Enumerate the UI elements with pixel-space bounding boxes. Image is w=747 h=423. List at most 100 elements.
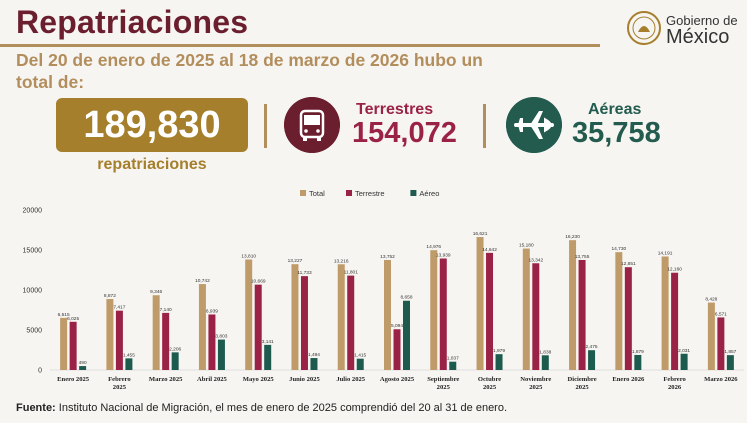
bar-value-label: 8,872 — [104, 293, 116, 299]
bar-value-label: 14,976 — [426, 244, 441, 250]
bar-value-label: 15,180 — [519, 243, 534, 249]
bar-value-label: 13,755 — [575, 254, 590, 260]
bar-value-label: 3,803 — [215, 334, 227, 340]
bar-value-label: 13,939 — [436, 252, 451, 258]
bar-value-label: 10,742 — [195, 278, 210, 284]
x-tick-label: 2026 — [668, 384, 682, 391]
x-tick-label: Enero 2025 — [57, 376, 90, 383]
source-label: Fuente: — [16, 402, 56, 414]
bar-terrestre — [347, 275, 355, 370]
x-tick-label: Febrero — [108, 376, 131, 383]
bar-value-label: 16,230 — [565, 234, 580, 240]
x-tick-label: Enero 2026 — [612, 376, 645, 383]
y-tick-label: 20000 — [23, 208, 43, 215]
bar-value-label: 12,851 — [621, 261, 636, 267]
summary-divider — [264, 104, 267, 148]
legend-swatch — [410, 190, 417, 196]
bar-value-label: 1,979 — [493, 348, 505, 354]
total-repatriaciones-value: 189,830 — [56, 98, 248, 152]
bar-aéreo — [217, 339, 225, 370]
x-tick-label: Mayo 2025 — [243, 376, 275, 383]
bar-total — [522, 248, 530, 370]
x-tick-label: 2025 — [483, 384, 497, 391]
x-tick-label: Agosto 2025 — [380, 376, 415, 383]
bar-value-label: 13,810 — [241, 254, 256, 260]
bar-aéreo — [356, 358, 364, 370]
bar-aéreo — [495, 354, 503, 370]
bar-aéreo — [171, 352, 179, 370]
bar-aéreo — [588, 350, 596, 370]
legend-swatch — [346, 190, 352, 196]
bar-aéreo — [403, 300, 410, 370]
bar-total — [707, 302, 715, 370]
terrestres-value: 154,072 — [352, 117, 457, 149]
seal-icon — [627, 11, 661, 45]
bar-total — [384, 259, 391, 370]
y-tick-label: 10000 — [23, 288, 43, 295]
bar-value-label: 6,571 — [715, 311, 727, 317]
bar-terrestre — [162, 312, 170, 370]
bar-value-label: 13,752 — [380, 254, 395, 260]
y-tick-label: 5000 — [26, 328, 42, 335]
x-tick-label: Noviembre — [520, 376, 551, 383]
bar-value-label: 1,857 — [724, 349, 736, 355]
bar-value-label: 13,216 — [334, 258, 349, 264]
bar-value-label: 2,206 — [169, 346, 181, 352]
bar-total — [337, 264, 345, 370]
x-tick-label: 2025 — [529, 384, 543, 391]
page-subtitle: Del 20 de enero de 2025 al 18 de marzo d… — [16, 50, 483, 92]
bar-aéreo — [79, 366, 87, 370]
aereas-label: Aéreas — [588, 101, 642, 118]
bar-value-label: 11,733 — [297, 270, 312, 276]
bar-value-label: 16,621 — [473, 231, 488, 237]
bar-terrestre — [532, 263, 540, 370]
bar-terrestre — [393, 329, 401, 370]
bar-value-label: 10,669 — [251, 279, 266, 285]
bar-value-label: 2,475 — [586, 344, 598, 350]
bar-value-label: 9,346 — [150, 289, 162, 295]
bar-value-label: 11,801 — [344, 270, 359, 276]
x-tick-label: Julio 2025 — [336, 376, 365, 383]
bar-value-label: 5,094 — [391, 323, 403, 329]
gobierno-logo: Gobierno de México — [626, 10, 740, 50]
bar-terrestre — [624, 267, 632, 370]
x-tick-label: Abril 2025 — [197, 376, 228, 383]
repatriaciones-bar-chart: Total Terrestre Aéreo 0 5000 10000 15000 20000 6… — [23, 189, 744, 391]
bar-value-label: 1,879 — [632, 349, 644, 355]
x-tick-label: Marzo 2026 — [704, 376, 738, 383]
bar-value-label: 1,494 — [308, 352, 320, 358]
bar-terrestre — [300, 276, 308, 370]
y-tick-label: 0 — [38, 368, 42, 375]
bar-value-label: 13,227 — [288, 258, 303, 264]
bar-value-label: 14,191 — [658, 250, 673, 256]
airplane-icon — [506, 97, 562, 153]
bar-aéreo — [634, 354, 642, 370]
bar-total — [661, 256, 669, 370]
x-tick-label: Marzo 2025 — [149, 376, 183, 383]
bar-terrestre — [115, 310, 123, 370]
legend-label: Total — [309, 189, 325, 198]
x-tick-label: 2025 — [113, 384, 127, 391]
bar-aéreo — [726, 355, 734, 370]
bar-value-label: 7,140 — [160, 307, 172, 313]
bar-value-label: 490 — [79, 360, 87, 366]
bar-total — [106, 299, 114, 370]
bar-value-label: 6,025 — [67, 316, 79, 322]
logo-line-2: México — [666, 26, 730, 48]
bar-value-label: 2,031 — [678, 348, 690, 354]
title-underline — [0, 44, 600, 47]
bar-total — [291, 264, 299, 370]
page-title: Repatriaciones — [16, 4, 249, 40]
bar-value-label: 12,160 — [667, 267, 682, 273]
x-tick-label: Octubre — [478, 376, 501, 383]
bar-terrestre — [439, 258, 447, 370]
bar-total — [430, 250, 438, 370]
summary-divider — [483, 104, 486, 148]
bar-total — [476, 237, 484, 370]
x-tick-label: Diciembre — [567, 376, 596, 383]
bar-total — [60, 317, 68, 370]
bar-value-label: 1,415 — [354, 353, 366, 359]
bar-value-label: 14,642 — [482, 247, 497, 253]
x-tick-label: 2025 — [437, 384, 451, 391]
bar-value-label: 3,141 — [262, 339, 274, 345]
